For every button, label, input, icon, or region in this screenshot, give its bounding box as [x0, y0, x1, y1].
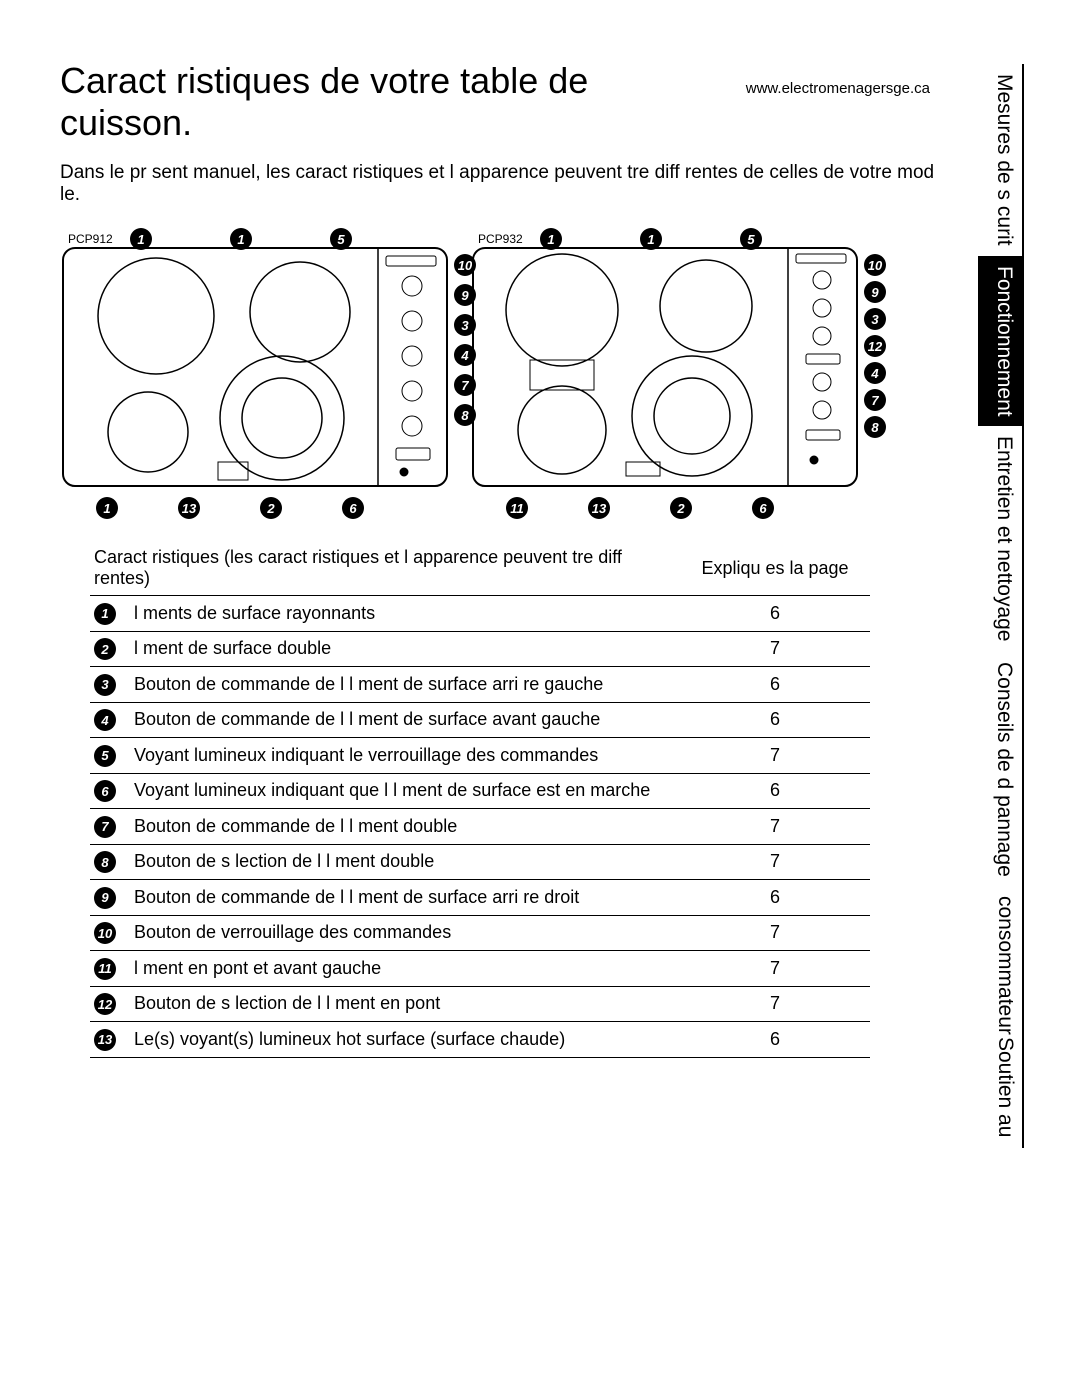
feature-number-badge: 11	[94, 958, 116, 980]
intro-text: Dans le pr sent manuel, les caract risti…	[60, 162, 1040, 206]
sidebar-tab-label: Soutien au	[984, 1037, 1016, 1137]
callout-badge: 1	[540, 228, 562, 250]
table-row: 10 Bouton de verrouillage des commandes7	[90, 915, 870, 951]
feature-label: Bouton de s lection de l l ment double	[130, 844, 680, 880]
callout-badge: 13	[178, 497, 200, 519]
callout-badge: 11	[506, 497, 528, 519]
feature-page: 7	[680, 915, 870, 951]
feature-number-badge: 7	[94, 816, 116, 838]
feature-number-badge: 1	[94, 603, 116, 625]
table-row: 6Voyant lumineux indiquant que l l ment …	[90, 773, 870, 809]
sidebar-tabs: Mesures de s curitFonctionnementEntretie…	[978, 64, 1024, 1148]
feature-page: 6	[680, 1022, 870, 1058]
model-label-left: PCP912	[68, 232, 113, 246]
features-table: Caract ristiques (les caract ristiques e…	[90, 541, 870, 1058]
callout-badge: 1	[96, 497, 118, 519]
table-row: 13 Le(s) voyant(s) lumineux hot surface (…	[90, 1022, 870, 1058]
feature-label: Voyant lumineux indiquant que l l ment d…	[130, 773, 680, 809]
feature-label: Bouton de commande de l l ment de surfac…	[130, 667, 680, 703]
callout-badge: 8	[864, 416, 886, 438]
feature-label: l ments de surface rayonnants	[130, 596, 680, 632]
table-row: 2 l ment de surface double7	[90, 631, 870, 667]
column-header-page: Expliqu es la page	[680, 541, 870, 596]
diagram-bottom-badges: 1 13 2 6	[96, 497, 364, 519]
feature-page: 6	[680, 596, 870, 632]
page-title: Caract ristiques de votre table de cuiss…	[60, 60, 716, 144]
callout-badge: 9	[864, 281, 886, 303]
callout-badge: 5	[740, 228, 762, 250]
callout-badge: 6	[752, 497, 774, 519]
feature-label: l ment de surface double	[130, 631, 680, 667]
diagram-top-badges: 1 1 5	[130, 228, 352, 250]
feature-page: 7	[680, 631, 870, 667]
feature-label: Bouton de s lection de l l ment en pont	[130, 986, 680, 1022]
callout-badge: 13	[588, 497, 610, 519]
feature-label: Le(s) voyant(s) lumineux hot surface (su…	[130, 1022, 680, 1058]
table-row: 1 l ments de surface rayonnants6	[90, 596, 870, 632]
callout-badge: 3	[864, 308, 886, 330]
callout-badge: 10	[864, 254, 886, 276]
feature-number-badge: 10	[94, 922, 116, 944]
diagram-top-badges: 1 1 5	[540, 228, 762, 250]
feature-page: 6	[680, 880, 870, 916]
feature-page: 7	[680, 738, 870, 774]
diagram-side-badges: 10 9 3 12 4 7 8	[864, 254, 886, 438]
diagram-pcp932: PCP932 115	[470, 236, 860, 491]
feature-page: 7	[680, 809, 870, 845]
sidebar-tab[interactable]: Conseils de d pannage	[978, 652, 1024, 887]
feature-page: 7	[680, 951, 870, 987]
feature-number-badge: 9	[94, 887, 116, 909]
diagram-pcp912: PCP912 115	[60, 236, 450, 491]
cooktop-diagram-left	[60, 236, 450, 491]
column-header-feature: Caract ristiques (les caract ristiques e…	[90, 541, 680, 596]
callout-badge: 1	[640, 228, 662, 250]
table-row: 4 Bouton de commande de l l ment de surfa…	[90, 702, 870, 738]
feature-number-badge: 6	[94, 780, 116, 802]
table-row: 3 Bouton de commande de l l ment de surfa…	[90, 667, 870, 703]
feature-number-badge: 8	[94, 851, 116, 873]
feature-number-badge: 2	[94, 638, 116, 660]
feature-label: l ment en pont et avant gauche	[130, 951, 680, 987]
sidebar-tab-label: consommateur	[984, 896, 1016, 1035]
feature-page: 6	[680, 667, 870, 703]
feature-label: Voyant lumineux indiquant le verrouillag…	[130, 738, 680, 774]
model-label-right: PCP932	[478, 232, 523, 246]
callout-badge: 1	[230, 228, 252, 250]
feature-number-badge: 12	[94, 993, 116, 1015]
table-row: 5 Voyant lumineux indiquant le verrouilla…	[90, 738, 870, 774]
table-row: 7Bouton de commande de l l ment double7	[90, 809, 870, 845]
feature-number-badge: 4	[94, 709, 116, 731]
feature-page: 6	[680, 773, 870, 809]
table-row: 8 Bouton de s lection de l l ment double7	[90, 844, 870, 880]
sidebar-tab[interactable]: Fonctionnement	[978, 256, 1024, 427]
callout-badge: 5	[330, 228, 352, 250]
feature-label: Bouton de commande de l l ment double	[130, 809, 680, 845]
sidebar-tab[interactable]: Mesures de s curit	[978, 64, 1024, 256]
diagram-row: PCP912 115	[60, 236, 1040, 491]
cooktop-diagram-right	[470, 236, 860, 491]
feature-number-badge: 3	[94, 674, 116, 696]
feature-page: 6	[680, 702, 870, 738]
callout-badge: 4	[864, 362, 886, 384]
callout-badge: 1	[130, 228, 152, 250]
callout-badge: 2	[260, 497, 282, 519]
feature-label: Bouton de commande de l l ment de surfac…	[130, 702, 680, 738]
sidebar-tab[interactable]: Entretien et nettoyage	[978, 426, 1024, 651]
callout-badge: 12	[864, 335, 886, 357]
feature-label: Bouton de commande de l l ment de surfac…	[130, 880, 680, 916]
website-url: www.electromenagersge.ca	[746, 80, 930, 97]
table-row: 12 Bouton de s lection de l l ment en pon…	[90, 986, 870, 1022]
callout-badge: 2	[670, 497, 692, 519]
table-row: 9 Bouton de commande de l l ment de surfa…	[90, 880, 870, 916]
callout-badge: 6	[342, 497, 364, 519]
feature-number-badge: 5	[94, 745, 116, 767]
diagram-bottom-badges: 11 13 2 6	[506, 497, 774, 519]
feature-page: 7	[680, 986, 870, 1022]
feature-page: 7	[680, 844, 870, 880]
feature-number-badge: 13	[94, 1029, 116, 1051]
sidebar-tab[interactable]: Soutien auconsommateur	[978, 886, 1024, 1147]
callout-badge: 7	[864, 389, 886, 411]
table-row: 11 l ment en pont et avant gauche7	[90, 951, 870, 987]
feature-label: Bouton de verrouillage des commandes	[130, 915, 680, 951]
